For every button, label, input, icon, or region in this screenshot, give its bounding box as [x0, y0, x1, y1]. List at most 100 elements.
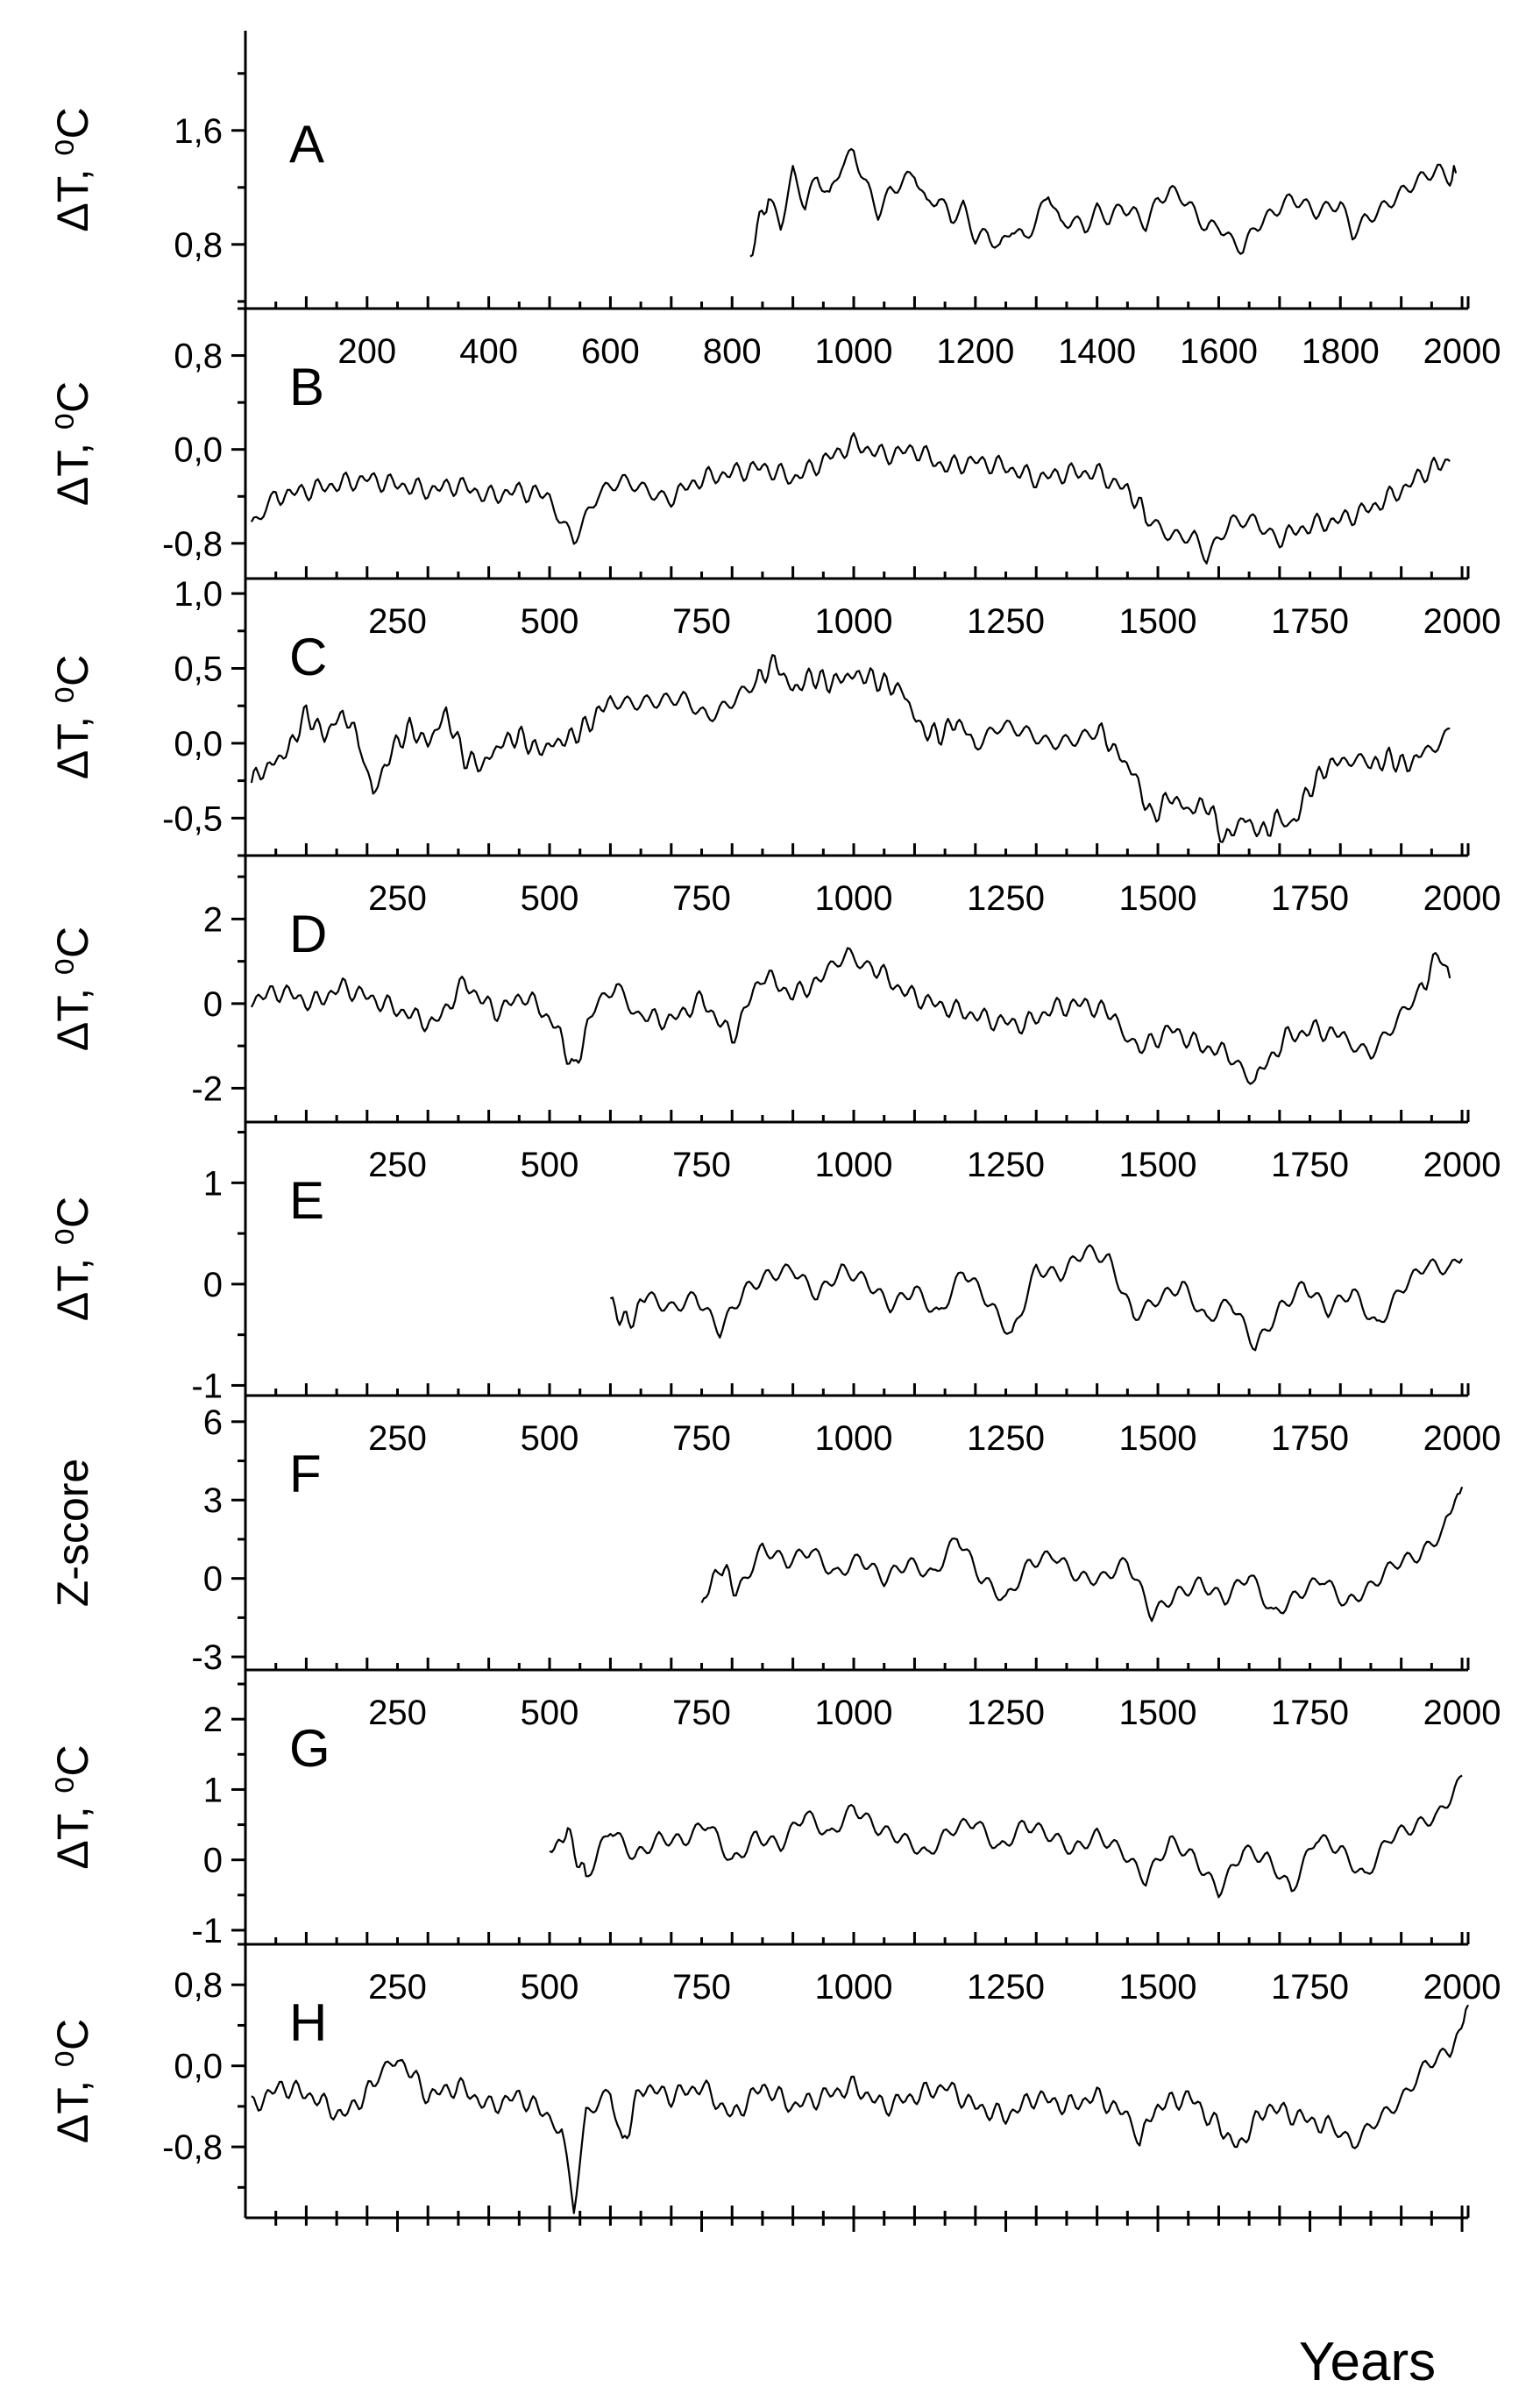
panel-d: -2 0 2 250 500 750 1000 1250 1500 1750 2000 D ΔT, ⁰C — [48, 856, 1501, 1124]
x-tick-label: 1600 — [1180, 332, 1258, 371]
panel-letter: H — [289, 1993, 327, 2052]
x-tick-label: 2000 — [1423, 602, 1501, 641]
y-axis-label: ΔT, ⁰C — [48, 655, 97, 779]
y-tick-label: 6 — [203, 1403, 223, 1442]
x-tick-label: 250 — [368, 602, 427, 641]
x-tick-label: 800 — [703, 332, 762, 371]
y-tick-label: 0 — [203, 1842, 223, 1880]
series-line — [250, 432, 1451, 565]
x-tick-label: 1500 — [1119, 1146, 1197, 1184]
x-tick-label: 1000 — [815, 602, 893, 641]
x-tick-label: 1750 — [1271, 1419, 1349, 1458]
y-axis-label: ΔT, ⁰C — [48, 1744, 97, 1869]
series-line — [250, 947, 1451, 1085]
x-tick-label: 1800 — [1302, 332, 1380, 371]
y-tick-label: -0,5 — [162, 799, 223, 838]
series-line — [749, 147, 1458, 258]
y-tick-label: 0 — [203, 985, 223, 1024]
panel-letter: F — [289, 1445, 322, 1503]
x-tick-label: 1750 — [1271, 1146, 1349, 1184]
y-axis-label: ΔT, ⁰C — [48, 2019, 97, 2143]
y-tick-label: -0,8 — [162, 525, 223, 564]
x-tick-label: 1250 — [967, 1968, 1045, 2007]
y-tick-label: -1 — [191, 1912, 223, 1950]
panel-letter: D — [289, 905, 327, 963]
x-tick-label: 1250 — [967, 1419, 1045, 1458]
y-tick-label: -3 — [191, 1638, 223, 1677]
x-tick-label: 250 — [368, 1694, 427, 1732]
x-tick-label: 1250 — [967, 602, 1045, 641]
x-tick-label: 1400 — [1058, 332, 1136, 371]
y-axis-label: Z-score — [48, 1459, 97, 1607]
x-tick-label: 500 — [521, 1968, 579, 2007]
x-tick-label: 500 — [521, 602, 579, 641]
y-tick-label: 3 — [203, 1481, 223, 1520]
x-tick-label: 750 — [672, 1694, 731, 1732]
panel-h: -0,8 0,0 0,8 250 500 750 1000 1250 1500 1750 2000 H… — [48, 1943, 1501, 2232]
x-tick-label: 500 — [521, 1694, 579, 1732]
x-tick-label: 1750 — [1271, 602, 1349, 641]
x-tick-label: 1500 — [1119, 1968, 1197, 2007]
panel-letter: G — [289, 1719, 330, 1778]
y-tick-label: 0,8 — [174, 1966, 223, 2005]
panel-c: -0,5 0,0 0,5 1,0 250 500 750 1000 1250 1500 1750 20… — [48, 575, 1501, 857]
x-tick-label: 2000 — [1423, 1146, 1501, 1184]
y-tick-label: -1 — [191, 1367, 223, 1405]
y-axis-label: ΔT, ⁰C — [48, 1197, 97, 1321]
x-tick-label: 1750 — [1271, 1968, 1349, 2007]
panel-letter: E — [289, 1171, 324, 1230]
y-tick-label: 2 — [203, 900, 223, 939]
y-tick-label: 0,8 — [174, 226, 223, 265]
x-tick-label: 1000 — [815, 1419, 893, 1458]
x-tick-label: 750 — [672, 1146, 731, 1184]
series-line — [251, 2004, 1469, 2214]
y-tick-label: 0,8 — [174, 337, 223, 376]
y-tick-label: 0,0 — [174, 2048, 223, 2086]
y-tick-label: 1,6 — [174, 112, 223, 151]
x-tick-label: 200 — [337, 332, 396, 371]
panel-b: -0,8 0,0 0,8 200 400 600 800 1000 1200 1400 1600 18… — [48, 307, 1501, 580]
panels-group: 0,81,6 AΔT, ⁰C-0,80,00,8 200 400 600 800 1000 1… — [48, 31, 1501, 2232]
x-tick-label: 2000 — [1423, 1694, 1501, 1732]
panel-letter: A — [289, 115, 324, 174]
x-tick-label: 1500 — [1119, 602, 1197, 641]
x-tick-label: 2000 — [1423, 332, 1501, 371]
panel-a: 0,8 1,6 A ΔT, ⁰C — [48, 31, 1470, 310]
series-line — [549, 1774, 1463, 1899]
x-tick-label: 1250 — [967, 1146, 1045, 1184]
y-tick-label: 0,5 — [174, 650, 223, 688]
x-tick-label: 1750 — [1271, 1694, 1349, 1732]
y-tick-label: 0 — [203, 1560, 223, 1599]
x-tick-label: 1250 — [967, 1694, 1045, 1732]
y-axis-label: ΔT, ⁰C — [48, 381, 97, 506]
x-tick-label: 2000 — [1423, 879, 1501, 918]
x-tick-label: 2000 — [1423, 1419, 1501, 1458]
x-tick-label: 1000 — [815, 1968, 893, 2007]
x-tick-label: 500 — [521, 879, 579, 918]
y-tick-label: 0,0 — [174, 725, 223, 764]
y-tick-label: -2 — [191, 1069, 223, 1108]
x-tick-label: 1000 — [815, 1146, 893, 1184]
x-tick-label: 750 — [672, 879, 731, 918]
panel-letter: C — [289, 628, 327, 686]
x-tick-label: 500 — [521, 1419, 579, 1458]
x-tick-label: 1000 — [815, 332, 893, 371]
x-tick-label: 250 — [368, 1146, 427, 1184]
x-tick-label: 600 — [581, 332, 640, 371]
y-tick-label: 1 — [203, 1771, 223, 1809]
x-tick-label: 1500 — [1119, 1694, 1197, 1732]
series-line — [250, 654, 1451, 843]
x-tick-label: 250 — [368, 1419, 427, 1458]
y-tick-label: 0 — [203, 1266, 223, 1304]
x-tick-label: 1500 — [1119, 879, 1197, 918]
y-tick-label: 1 — [203, 1164, 223, 1203]
y-tick-label: -0,8 — [162, 2128, 223, 2167]
y-axis-label: ΔT, ⁰C — [48, 107, 97, 231]
x-tick-label: 1750 — [1271, 879, 1349, 918]
series-line — [700, 1486, 1464, 1623]
panel-g: -1 0 1 2 250 500 750 1000 1250 1500 1750 2000 G ΔT, ⁰… — [48, 1670, 1501, 1950]
panel-f: -3 0 3 6 250 500 750 1000 1250 1500 1750 2000 F Z-sco… — [48, 1396, 1501, 1677]
x-tick-label: 750 — [672, 602, 731, 641]
y-tick-label: 2 — [203, 1701, 223, 1739]
